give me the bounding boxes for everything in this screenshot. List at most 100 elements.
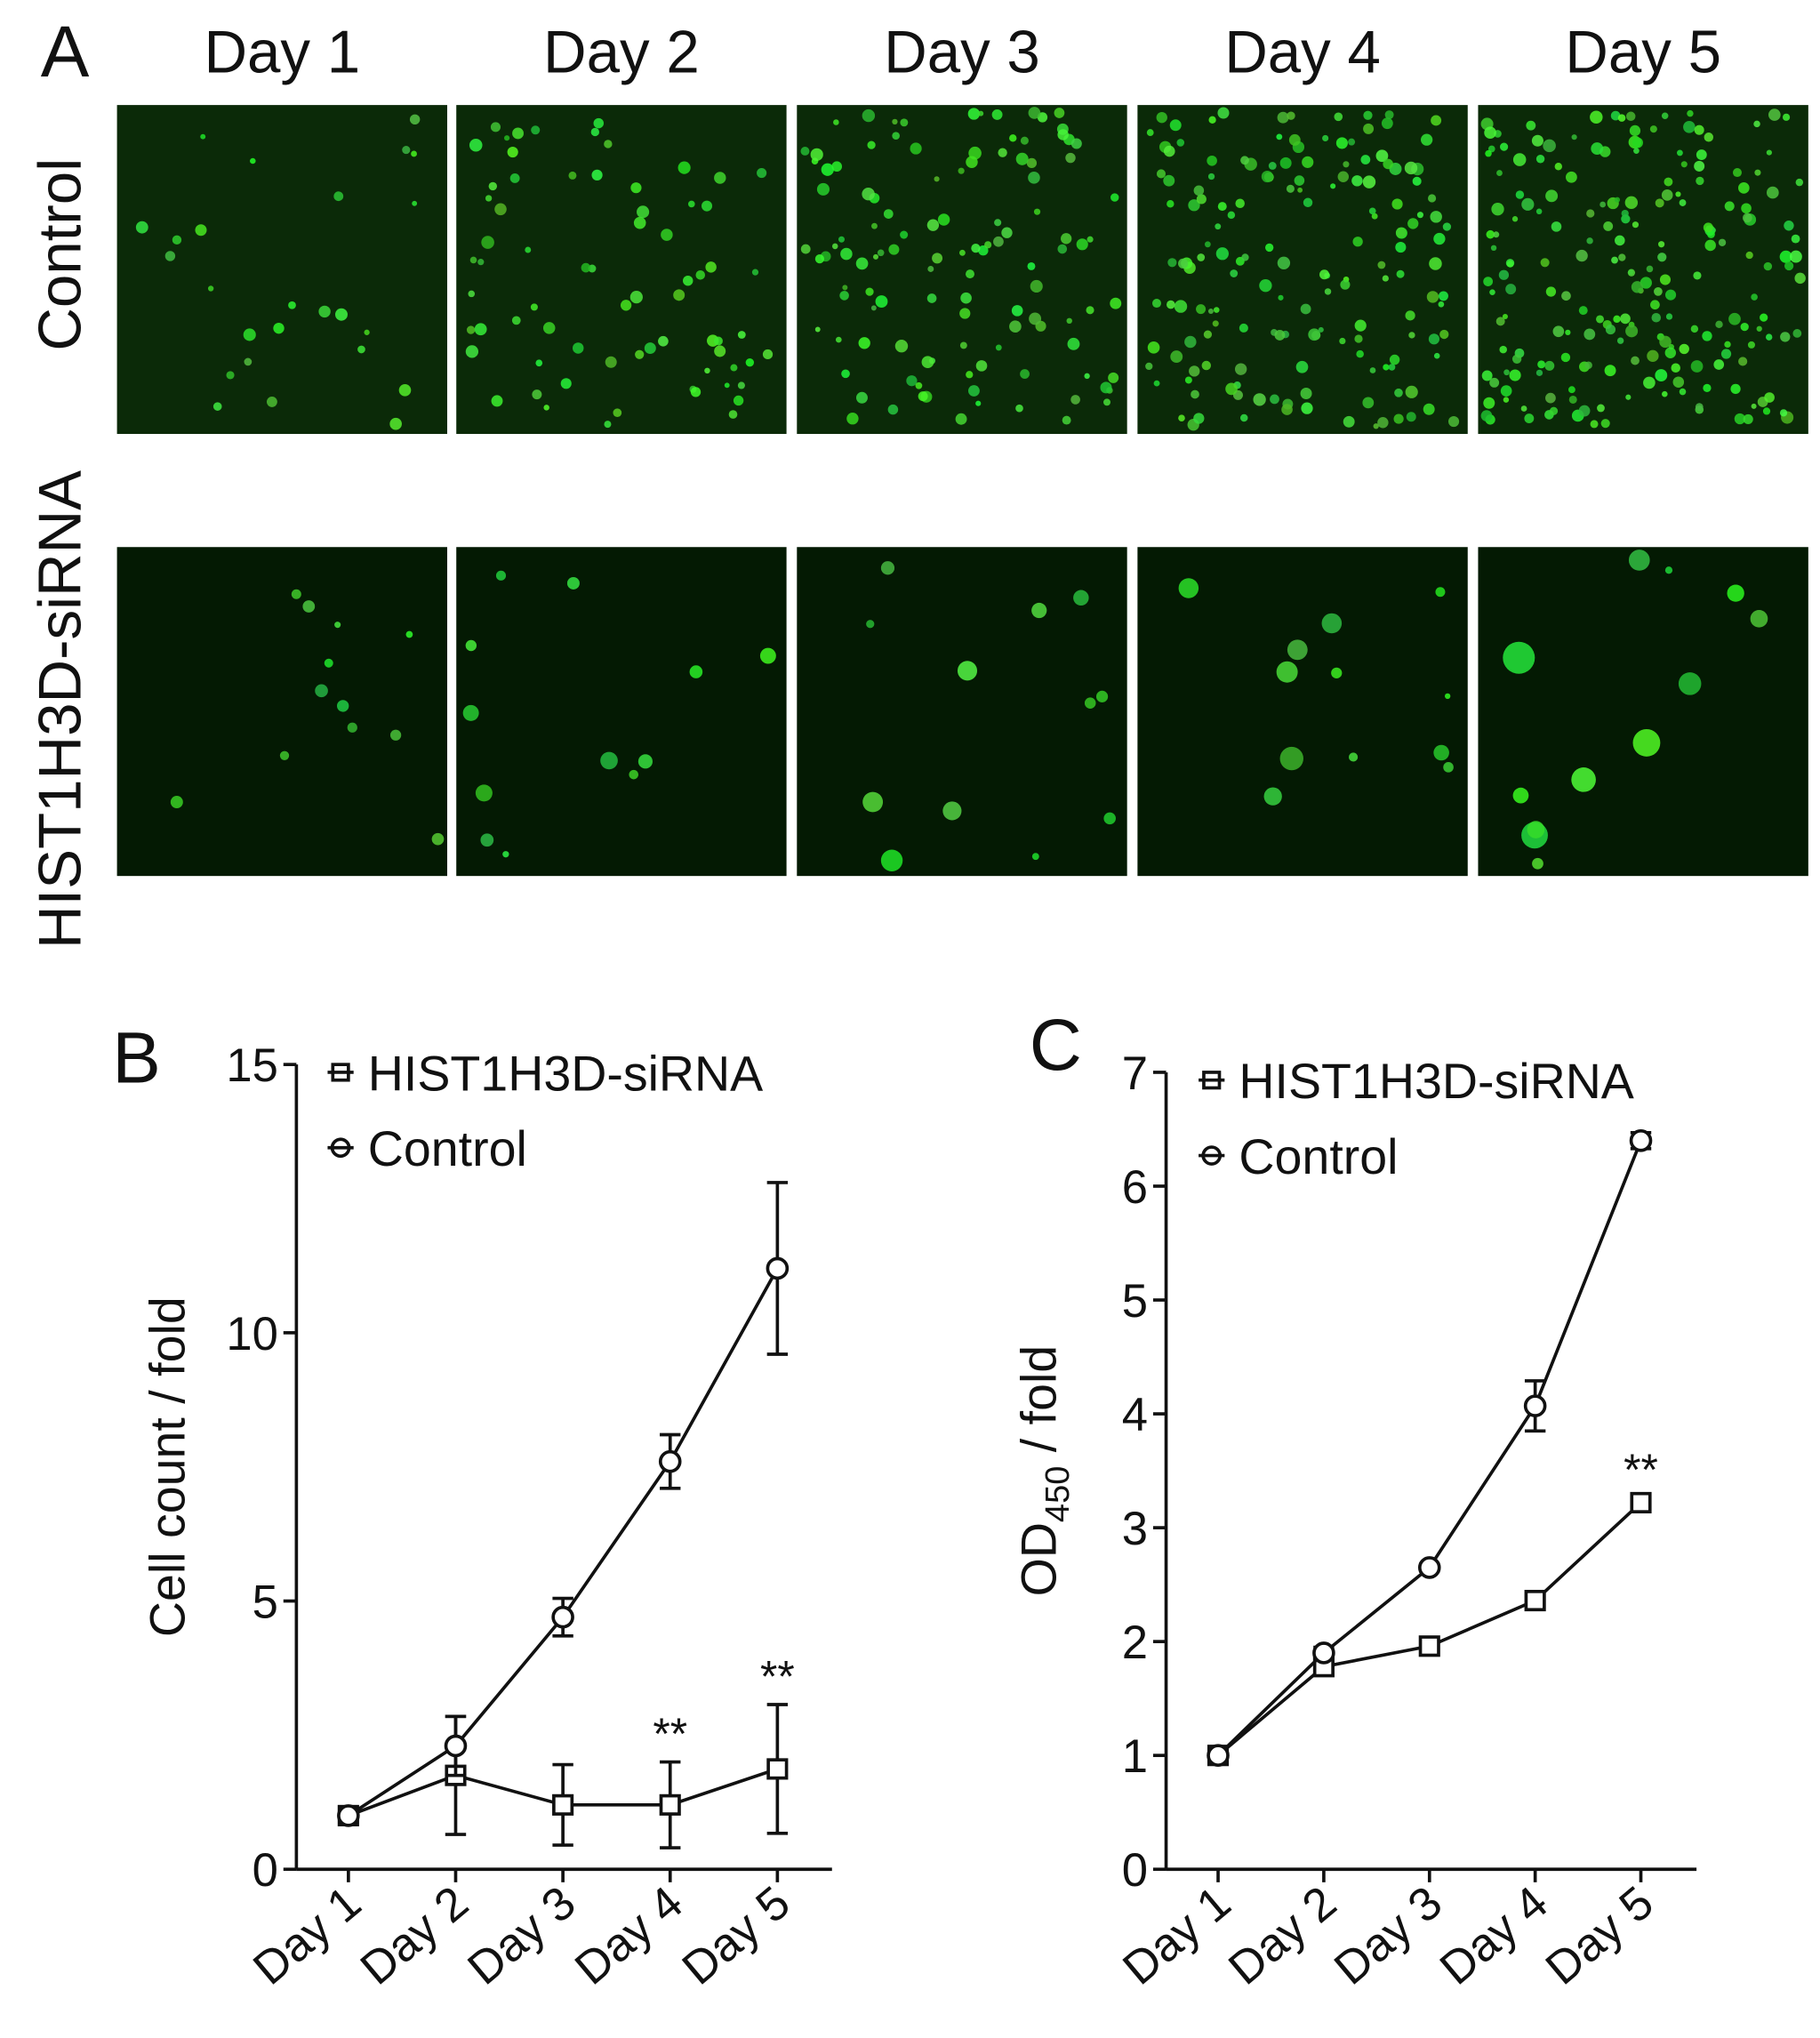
cell <box>1334 112 1343 122</box>
cell <box>1389 354 1400 365</box>
cell <box>1363 110 1373 120</box>
cell <box>673 289 686 301</box>
cell <box>1632 728 1661 757</box>
x-tick-label: Day 4 <box>565 1876 693 1995</box>
cell <box>531 125 541 135</box>
cell <box>1335 137 1348 149</box>
cell <box>469 138 483 152</box>
cell <box>1632 221 1640 229</box>
cell <box>1015 404 1023 413</box>
cell <box>1496 170 1503 176</box>
cell <box>1543 139 1556 153</box>
cell <box>1178 414 1185 422</box>
cell <box>871 222 878 229</box>
cell <box>1356 349 1364 358</box>
cell <box>1167 200 1175 208</box>
cell <box>1339 337 1346 345</box>
cell <box>1703 383 1712 393</box>
cell <box>267 396 277 407</box>
y-axis-label-main: OD <box>1011 1522 1066 1596</box>
cell <box>1030 279 1043 293</box>
y-tick-label: 1 <box>1122 1730 1148 1783</box>
cell <box>1679 388 1687 396</box>
cell <box>883 209 894 219</box>
cell <box>1500 385 1512 397</box>
cell <box>566 577 580 590</box>
cell <box>1584 361 1592 370</box>
significance: ** <box>760 1651 795 1701</box>
marker <box>766 1758 789 1780</box>
cell <box>347 722 357 733</box>
cell <box>474 323 487 336</box>
cell <box>644 342 656 355</box>
cell <box>1590 420 1599 429</box>
cell <box>1156 111 1167 124</box>
cell <box>1650 300 1660 310</box>
x-tick-label: Day 3 <box>1325 1876 1452 1995</box>
cell <box>334 622 341 629</box>
cell <box>1659 335 1672 349</box>
significance: ** <box>1624 1445 1658 1495</box>
y-axis-label-sub: 450 <box>1039 1466 1077 1522</box>
cell <box>630 182 642 194</box>
cell <box>411 150 417 157</box>
cell <box>613 408 622 418</box>
cell <box>960 292 972 304</box>
cell <box>833 119 839 125</box>
cell <box>800 244 811 254</box>
cell <box>991 108 1003 120</box>
cell <box>1734 413 1746 425</box>
cell <box>1145 362 1153 371</box>
cell <box>389 417 402 430</box>
cell <box>1235 198 1245 209</box>
cell <box>1393 413 1404 424</box>
cell <box>1672 376 1685 388</box>
panel-label: A <box>41 12 90 92</box>
cell <box>1070 138 1082 149</box>
cell <box>1782 113 1791 121</box>
cell <box>958 249 966 256</box>
cell <box>1651 312 1662 323</box>
cell <box>1520 405 1527 412</box>
cell <box>1498 269 1510 280</box>
cell <box>560 378 572 389</box>
cell <box>1321 613 1343 634</box>
cell <box>1578 306 1588 316</box>
cell <box>412 200 418 206</box>
cell <box>1421 133 1433 146</box>
cell <box>1545 392 1556 404</box>
cell <box>1502 313 1508 320</box>
cell <box>1391 198 1403 210</box>
cell <box>1665 289 1677 301</box>
cell <box>1286 184 1295 193</box>
x-tick-label: Day 2 <box>1219 1876 1346 1995</box>
cell <box>1217 107 1230 119</box>
cell <box>1196 194 1207 205</box>
cell <box>568 171 577 180</box>
cell <box>1664 566 1673 574</box>
cell <box>1780 332 1791 342</box>
cell <box>1724 201 1735 212</box>
cell <box>466 325 476 334</box>
cell <box>1738 357 1748 366</box>
cell <box>1605 325 1616 335</box>
cell <box>921 356 934 369</box>
cell <box>1156 169 1167 179</box>
cell <box>1486 229 1495 239</box>
cell <box>1263 787 1282 806</box>
cell <box>1483 397 1495 409</box>
cell <box>1146 129 1154 136</box>
cell <box>751 269 759 276</box>
cell <box>1621 209 1629 218</box>
cell <box>1433 232 1446 245</box>
cell <box>915 381 923 389</box>
cell <box>1308 328 1321 341</box>
cell <box>892 118 898 125</box>
x-tick-label: Day 5 <box>1536 1876 1664 1995</box>
cell <box>1203 330 1213 339</box>
cell <box>695 269 706 280</box>
cell <box>1613 315 1621 324</box>
cell <box>243 328 256 341</box>
series-line <box>347 1267 779 1817</box>
cell <box>855 257 869 270</box>
